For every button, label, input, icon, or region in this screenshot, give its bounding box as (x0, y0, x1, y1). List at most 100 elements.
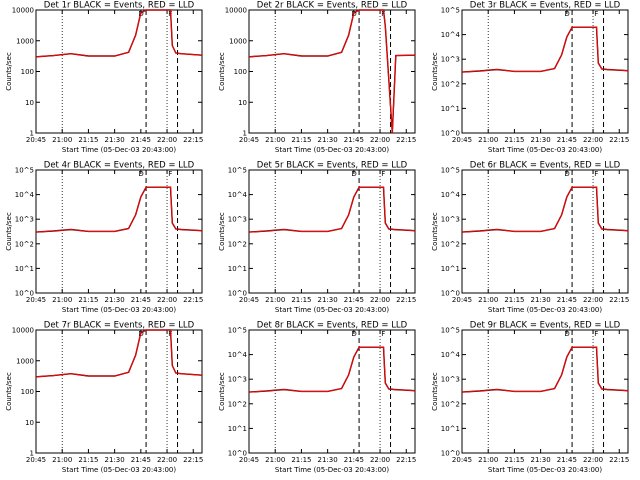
marker-label-f: F (594, 330, 598, 338)
y-tick-label: 10^1 (228, 265, 247, 273)
y-tick-label: 1000 (229, 37, 247, 45)
y-axis-label: Counts/sec (5, 52, 13, 91)
y-tick-label: 10^0 (228, 450, 247, 458)
x-tick-label: 22:15 (183, 456, 203, 464)
series-line-lld (248, 186, 416, 233)
x-tick-label: 21:45 (344, 136, 364, 144)
y-axis-label: Counts/sec (218, 52, 226, 91)
y-tick-label: 10^5 (228, 167, 247, 175)
x-tick-label: 21:00 (265, 136, 285, 144)
x-tick-label: 21:30 (105, 136, 125, 144)
x-axis-label: Start Time (05-Dec-03 20:43:00) (275, 306, 389, 314)
y-tick-label: 10^0 (441, 450, 460, 458)
x-tick-label: 22:00 (583, 136, 603, 144)
x-tick-label: 21:30 (318, 136, 338, 144)
x-tick-label: 20:45 (26, 136, 46, 144)
y-tick-label: 10^4 (228, 191, 248, 199)
y-tick-label: 10^3 (228, 216, 247, 224)
y-tick-label: 10 (25, 419, 34, 427)
y-tick-label: 10^3 (441, 216, 460, 224)
y-tick-label: 10^4 (441, 191, 461, 199)
y-tick-label: 1 (243, 130, 247, 138)
x-tick-label: 21:00 (52, 296, 72, 304)
y-tick-label: 10^1 (441, 105, 460, 113)
series-line-lld (461, 186, 629, 233)
x-tick-label: 21:45 (131, 136, 151, 144)
panel-title: Det 8r BLACK = Events, RED = LLD (257, 321, 408, 331)
x-tick-label: 20:45 (239, 296, 259, 304)
panel-det-5r: Det 5r BLACK = Events, RED = LLDDF20:452… (218, 161, 416, 315)
y-tick-label: 10^5 (441, 7, 460, 15)
y-tick-label: 10000 (12, 7, 34, 15)
panel-title: Det 1r BLACK = Events, RED = LLD (44, 1, 195, 11)
series-line-events (248, 346, 416, 393)
y-axis-label: Counts/sec (431, 52, 439, 91)
panel-title: Det 3r BLACK = Events, RED = LLD (470, 1, 621, 11)
y-axis-label: Counts/sec (431, 212, 439, 251)
x-tick-label: 21:30 (531, 136, 551, 144)
panel-det-8r: Det 8r BLACK = Events, RED = LLDDF20:452… (218, 321, 416, 475)
y-tick-label: 10^4 (15, 191, 35, 199)
y-tick-label: 10^2 (15, 240, 34, 248)
y-axis-label: Counts/sec (431, 372, 439, 411)
y-tick-label: 1000 (16, 357, 34, 365)
y-tick-label: 10^0 (228, 290, 247, 298)
y-tick-label: 10^5 (441, 327, 460, 335)
x-tick-label: 22:00 (583, 456, 603, 464)
x-tick-label: 20:45 (26, 296, 46, 304)
y-tick-label: 10^2 (228, 240, 247, 248)
marker-label-f: F (594, 170, 598, 178)
y-tick-label: 10^2 (441, 240, 460, 248)
series-line-lld (461, 26, 629, 73)
x-tick-label: 20:45 (239, 456, 259, 464)
series-line-events (35, 9, 203, 58)
x-tick-label: 21:15 (291, 456, 311, 464)
series-line-events (35, 329, 203, 378)
x-tick-label: 21:45 (131, 456, 151, 464)
x-axis-label: Start Time (05-Dec-03 20:43:00) (488, 466, 602, 474)
y-tick-label: 10 (25, 99, 34, 107)
x-tick-label: 21:30 (105, 296, 125, 304)
series-line-lld (35, 329, 203, 378)
x-tick-label: 21:15 (291, 296, 311, 304)
x-tick-label: 21:00 (265, 296, 285, 304)
y-tick-label: 10000 (12, 327, 34, 335)
x-tick-label: 20:45 (452, 296, 472, 304)
x-axis-label: Start Time (05-Dec-03 20:43:00) (62, 306, 176, 314)
y-tick-label: 10^2 (441, 80, 460, 88)
x-axis-label: Start Time (05-Dec-03 20:43:00) (488, 146, 602, 154)
panel-det-6r: Det 6r BLACK = Events, RED = LLDDF20:452… (431, 161, 629, 315)
x-tick-label: 21:30 (531, 296, 551, 304)
x-tick-label: 21:15 (504, 136, 524, 144)
y-tick-label: 10^3 (441, 56, 460, 64)
x-axis-label: Start Time (05-Dec-03 20:43:00) (275, 146, 389, 154)
x-tick-label: 21:30 (318, 456, 338, 464)
panel-det-1r: Det 1r BLACK = Events, RED = LLDDF20:452… (5, 1, 203, 155)
x-tick-label: 20:45 (239, 136, 259, 144)
y-tick-label: 1 (30, 450, 34, 458)
marker-label-f: F (168, 170, 172, 178)
x-tick-label: 20:45 (26, 456, 46, 464)
y-axis-label: Counts/sec (218, 212, 226, 251)
y-axis-label: Counts/sec (218, 372, 226, 411)
y-tick-label: 10^0 (441, 290, 460, 298)
x-tick-label: 21:45 (557, 296, 577, 304)
panel-title: Det 6r BLACK = Events, RED = LLD (470, 161, 621, 171)
y-tick-label: 10^1 (15, 265, 34, 273)
x-tick-label: 22:15 (609, 456, 629, 464)
x-tick-label: 21:15 (504, 456, 524, 464)
y-axis-label: Counts/sec (5, 212, 13, 251)
y-tick-label: 10 (238, 99, 247, 107)
panel-title: Det 4r BLACK = Events, RED = LLD (44, 161, 195, 171)
y-tick-label: 1 (30, 130, 34, 138)
x-tick-label: 21:00 (478, 296, 498, 304)
x-tick-label: 21:30 (318, 296, 338, 304)
x-tick-label: 21:15 (78, 136, 98, 144)
y-tick-label: 100 (21, 388, 34, 396)
x-tick-label: 21:30 (105, 456, 125, 464)
y-tick-label: 10^3 (441, 376, 460, 384)
series-line-events (461, 346, 629, 393)
x-tick-label: 21:00 (478, 456, 498, 464)
y-tick-label: 1000 (16, 37, 34, 45)
